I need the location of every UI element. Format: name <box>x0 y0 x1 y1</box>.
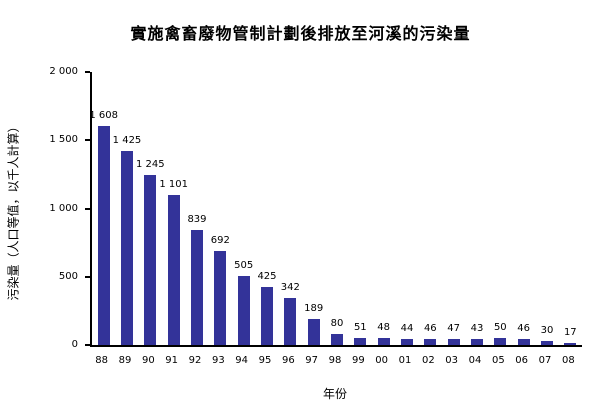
bar <box>97 125 110 345</box>
bar <box>237 276 250 345</box>
bar-column: 505 <box>232 72 255 345</box>
bar-value-label: 425 <box>257 271 277 282</box>
bar <box>377 338 390 345</box>
x-tick-label: 03 <box>445 355 459 366</box>
x-tick-label: 05 <box>491 355 505 366</box>
chart-title: 實施禽畜廢物管制計劃後排放至河溪的污染量 <box>130 24 471 43</box>
bar <box>260 287 273 345</box>
x-tick-label: 02 <box>421 355 435 366</box>
bar-column: 425 <box>255 72 278 345</box>
bar-column: 1 608 <box>89 72 118 345</box>
bar-value-label: 50 <box>493 322 507 334</box>
bar <box>494 338 507 345</box>
bar-value-label: 44 <box>400 323 414 334</box>
bar-column: 692 <box>209 72 232 345</box>
bar-value-label: 43 <box>470 323 484 335</box>
x-tick-label: 98 <box>328 355 342 366</box>
bar <box>307 319 320 345</box>
y-tick-mark <box>85 71 90 73</box>
bar-column: 48 <box>372 72 395 345</box>
x-tick-label: 94 <box>235 355 249 366</box>
plot-area: 1 608 1 425 1 245 1 101 839 692 505 425 342 189 80… <box>85 71 582 347</box>
bar-value-label: 1 101 <box>159 178 188 190</box>
bar-column: 30 <box>535 72 558 345</box>
bar-value-label: 1 245 <box>135 159 165 171</box>
bar <box>564 342 577 345</box>
x-tick-label: 90 <box>141 355 155 366</box>
bar <box>214 250 227 345</box>
bar-value-label: 839 <box>187 214 207 226</box>
bar-column: 80 <box>325 72 348 345</box>
bar-column: 189 <box>302 72 325 345</box>
bar-value-label: 17 <box>563 326 577 338</box>
bar-column: 43 <box>465 72 488 345</box>
bar <box>120 150 133 345</box>
bar-value-label: 505 <box>234 260 254 272</box>
bar-column: 839 <box>185 72 208 345</box>
x-tick-label: 93 <box>211 355 225 366</box>
bar-column: 50 <box>489 72 512 345</box>
x-tick-label: 89 <box>118 355 132 366</box>
bar-column: 1 425 <box>113 72 141 345</box>
x-tick-label: 06 <box>515 355 529 366</box>
x-tick-label: 88 <box>95 355 109 366</box>
bar-value-label: 46 <box>423 322 437 334</box>
y-tick-label: 500 <box>58 270 78 282</box>
x-tick-label: 01 <box>398 355 412 366</box>
y-tick-label: 0 <box>71 339 78 350</box>
bar-value-label: 80 <box>330 318 344 330</box>
bar <box>540 340 553 345</box>
bar <box>167 194 180 345</box>
y-tick-mark <box>85 207 90 210</box>
bar-value-label: 47 <box>447 322 461 334</box>
bar-value-label: 189 <box>304 303 324 315</box>
bar-column: 342 <box>279 72 302 345</box>
y-tick-mark <box>85 139 90 142</box>
bar-value-label: 692 <box>210 234 230 246</box>
bar <box>447 338 460 345</box>
y-tick-label: 2 000 <box>49 66 78 77</box>
bar-value-label: 30 <box>540 324 554 336</box>
bar-value-label: 342 <box>280 282 300 294</box>
y-tick-label: 1 500 <box>49 134 78 146</box>
y-tick-label: 1 000 <box>49 202 78 214</box>
bar-column: 46 <box>419 72 442 345</box>
bar-value-label: 46 <box>517 322 531 334</box>
x-tick-label: 91 <box>165 355 179 366</box>
bar-column: 47 <box>442 72 465 345</box>
x-tick-label: 96 <box>281 355 295 366</box>
x-tick-label: 00 <box>375 355 389 366</box>
bar <box>424 338 437 345</box>
x-axis-title: 年份 <box>322 387 347 401</box>
bar-value-label: 51 <box>353 322 367 334</box>
bar-column: 44 <box>395 72 418 345</box>
x-tick-label: 92 <box>188 355 202 366</box>
x-tick-label: 08 <box>561 355 575 366</box>
bar <box>144 175 157 345</box>
bar <box>330 334 343 345</box>
x-tick-label: 97 <box>305 355 319 366</box>
bar <box>190 230 203 345</box>
y-tick-mark <box>85 275 90 278</box>
bar-value-label: 1 425 <box>112 134 142 146</box>
y-tick-mark <box>85 344 90 346</box>
bar-value-label: 48 <box>377 322 391 334</box>
bar-column: 46 <box>512 72 535 345</box>
bar-value-label: 1 608 <box>89 109 118 121</box>
bar <box>284 298 297 345</box>
x-tick-label: 04 <box>468 355 482 366</box>
bar-column: 1 101 <box>159 72 188 345</box>
bar <box>400 339 413 345</box>
bar <box>354 338 367 345</box>
x-tick-label: 07 <box>538 355 552 366</box>
bar <box>517 338 530 345</box>
bar-column: 51 <box>349 72 372 345</box>
x-tick-label: 99 <box>351 355 365 366</box>
bar-column: 17 <box>559 72 582 345</box>
bar-column: 1 245 <box>135 72 165 345</box>
x-tick-label: 95 <box>258 355 272 366</box>
bar <box>470 339 483 345</box>
